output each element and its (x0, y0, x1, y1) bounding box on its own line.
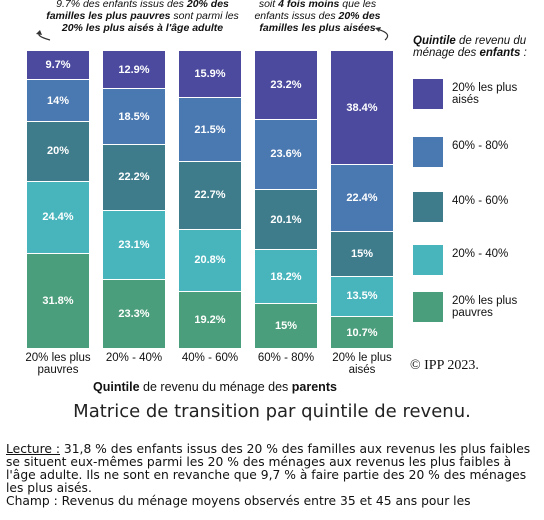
value-label: 23.2% (270, 78, 302, 91)
bar-segment: 18.5% (103, 88, 165, 144)
legend-swatch (413, 245, 443, 275)
value-label: 13.5% (346, 290, 378, 303)
value-label: 21.5% (194, 123, 226, 136)
value-label: 15% (274, 320, 298, 333)
plot-area: 31.8% 24.4% 20% 14% 9.7% 20% les plus pauvres… (25, 49, 518, 376)
value-label: 24.4% (42, 211, 74, 224)
x-label-part: parents (291, 380, 337, 394)
legend-title: Quintile de revenu du ménage des enfants… (413, 35, 538, 59)
annotation-part: 20% des familles les plus aisées (259, 10, 381, 34)
value-label: 23.3% (118, 307, 150, 320)
bar-segment: 23.1% (103, 209, 165, 279)
value-label: 18.2% (270, 270, 302, 283)
annotation-part: 20% les plus aisés à l'âge adulte (61, 22, 224, 34)
legend-swatch (413, 192, 443, 222)
legend-title-part: de revenu du ménage des (413, 35, 527, 59)
bar-segment: 20.1% (255, 189, 317, 250)
annotation: soit 4 fois moins que les enfants issus … (250, 0, 385, 34)
bar-segment: 20% (27, 120, 89, 181)
x-label-part: Quintile (93, 380, 140, 394)
annotation-arrows (36, 27, 389, 41)
legend-title-part: : (520, 47, 527, 59)
lecture-label: Lecture : (6, 443, 60, 456)
value-label: 22.2% (118, 171, 150, 184)
bar-segment: 19.2% (179, 290, 241, 348)
annotation-part: soit (258, 0, 279, 10)
annotation-part: 20% des familles les plus pauvres (46, 0, 229, 22)
bar-segment: 22.7% (179, 161, 241, 229)
value-label: 23.1% (118, 238, 150, 251)
bar-segment: 23.2% (255, 49, 317, 119)
annotation-part: que les enfants issus des (254, 0, 377, 22)
legend-swatch (413, 292, 443, 322)
value-label: 15.9% (194, 67, 226, 80)
bar-segment: 15% (255, 303, 317, 348)
value-label: 38.4% (346, 101, 378, 114)
bar-segment: 20.8% (179, 228, 241, 291)
bar-segment: 14% (27, 79, 89, 121)
bar-segment: 15.9% (179, 49, 241, 98)
value-label: 9.7% (45, 59, 71, 72)
champ-text: Champ : Revenus du ménage moyens observé… (6, 494, 471, 508)
x-axis-label: Quintile de revenu du ménage des parents (0, 380, 430, 394)
copyright: © IPP 2023. (410, 358, 479, 373)
bar-segment: 18.2% (255, 249, 317, 304)
legend-label: 20% les plus pauvres (452, 295, 518, 319)
bar-segment: 23.3% (103, 278, 165, 348)
bar-segment: 13.5% (331, 275, 393, 317)
bar-segment: 15% (331, 231, 393, 276)
bar-segment: 9.7% (27, 50, 89, 80)
value-label: 20.8% (194, 254, 226, 267)
value-label: 18.5% (118, 110, 150, 123)
legend-label: 20% les plus aisés (452, 82, 518, 106)
caption: Matrice de transition par quintile de re… (73, 401, 471, 422)
x-tick-label: 20% le plus aisés (332, 352, 392, 376)
bar-segment: 24.4% (27, 180, 89, 254)
legend-label: 40% - 60% (452, 195, 509, 207)
bar-segment: 21.5% (179, 97, 241, 162)
annotation: 9.7% des enfants issus des 20% des famil… (40, 0, 245, 34)
document-text: Lecture : 31,8 % des enfants issus des 2… (6, 443, 540, 520)
legend-label: 60% - 80% (452, 140, 509, 152)
legend-swatch (413, 79, 443, 109)
bar-segment: 23.6% (255, 118, 317, 190)
x-tick-label: 20% les plus pauvres (25, 352, 91, 376)
annotation-part: 9.7% des enfants issus des (56, 0, 187, 10)
value-label: 23.6% (270, 148, 302, 161)
legend-title-part: Quintile (413, 35, 456, 47)
value-label: 20% (46, 145, 70, 158)
x-tick-label: 20% - 40% (105, 352, 163, 364)
bar-segment: 22.4% (331, 164, 393, 232)
bar-segment: 31.8% (27, 253, 89, 348)
value-label: 22.7% (194, 189, 226, 202)
legend-swatch (413, 137, 443, 167)
x-tick-label: 40% - 60% (181, 352, 239, 364)
legend-title-part: enfants (479, 47, 521, 59)
value-label: 14% (46, 94, 70, 107)
value-label: 31.8% (42, 295, 74, 308)
value-label: 10.7% (346, 326, 378, 339)
bar-segment: 12.9% (103, 50, 165, 89)
value-label: 12.9% (118, 63, 150, 76)
value-label: 22.4% (346, 192, 378, 205)
value-label: 20.1% (270, 213, 302, 226)
value-label: 19.2% (194, 313, 226, 326)
x-label-part: de revenu du ménage des (139, 380, 292, 394)
annotation-part: sont parmi les (170, 10, 239, 22)
bar-segment: 22.2% (103, 143, 165, 210)
legend-label: 20% - 40% (452, 248, 509, 260)
bar-segment: 10.7% (331, 316, 393, 348)
x-tick-label: 60% - 80% (257, 352, 315, 364)
value-label: 15% (350, 248, 374, 261)
lecture-text: 31,8 % des enfants issus des 20 % des fa… (6, 443, 531, 495)
annotation-part: 4 fois moins (278, 0, 340, 10)
bar-segment: 38.4% (331, 50, 393, 165)
